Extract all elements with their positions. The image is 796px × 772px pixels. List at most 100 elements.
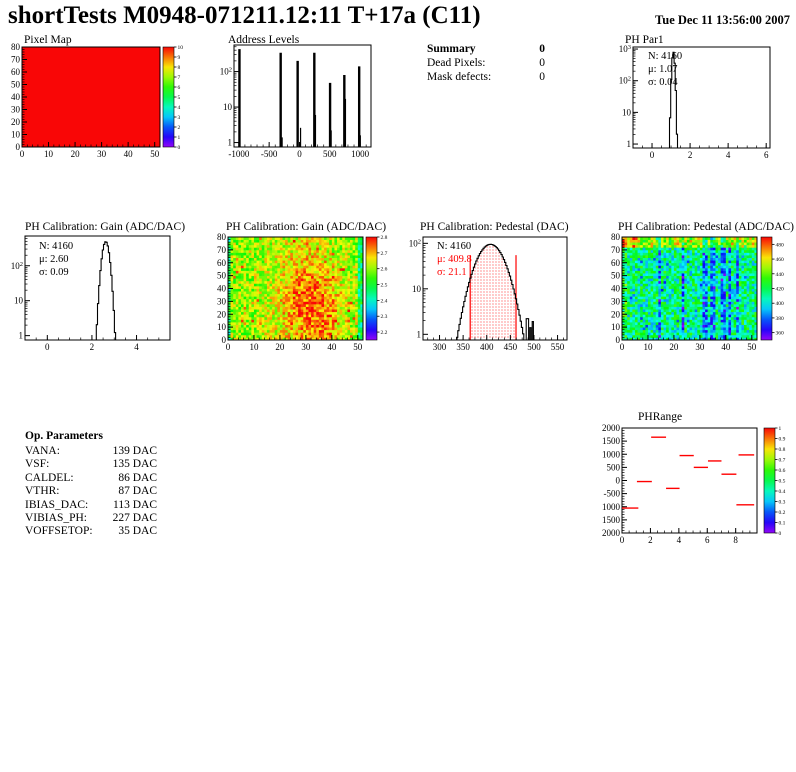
svg-text:1: 1 (178, 135, 181, 141)
svg-text:350: 350 (456, 342, 470, 352)
svg-text:20: 20 (217, 309, 227, 319)
page-title: shortTests M0948-071211.12:11 T+17a (C11… (8, 2, 481, 29)
svg-text:2000: 2000 (602, 423, 621, 433)
svg-text:4: 4 (134, 342, 139, 352)
op-param-value: 135 DAC (112, 458, 157, 471)
svg-text:2.7: 2.7 (381, 251, 388, 257)
op-param-value: 87 DAC (118, 485, 157, 498)
svg-text:40: 40 (721, 342, 731, 352)
op-parameter-rows: VANA: 139 DAC VSF: 135 DAC CALDEL: 86 DAC VTHR… (25, 445, 157, 539)
summary-rows: Dead Pixels: 0 Mask defects: 0 (427, 57, 545, 84)
op-parameters-title: Op. Parameters (25, 430, 103, 442)
op-param-value: 227 DAC (112, 512, 157, 525)
summary-row: Mask defects: 0 (427, 71, 545, 85)
op-param-label: VOFFSETOP: (25, 525, 93, 538)
pixel-map-chart: 0 10 20 30 40 50 0 10 20 30 40 50 60 70 80 0 1 2 3 4 5 6 7 8 9 10 (11, 42, 183, 159)
svg-text:60: 60 (11, 67, 21, 77)
svg-text:6: 6 (705, 535, 710, 545)
svg-text:70: 70 (11, 55, 21, 65)
ph-par1-chart: 0 2 4 6 1 10 102 103 (619, 44, 771, 160)
svg-text:2.5: 2.5 (381, 283, 388, 289)
svg-text:0: 0 (20, 149, 25, 159)
svg-text:4: 4 (726, 150, 731, 160)
svg-text:30: 30 (611, 296, 621, 306)
address-levels-title: Address Levels (228, 34, 300, 46)
svg-text:1500: 1500 (602, 436, 621, 446)
svg-text:0.1: 0.1 (779, 521, 786, 527)
svg-text:500: 500 (527, 342, 541, 352)
svg-text:20: 20 (71, 149, 81, 159)
svg-text:2: 2 (90, 342, 95, 352)
svg-text:2.2: 2.2 (381, 330, 388, 336)
svg-text:60: 60 (217, 258, 227, 268)
svg-text:20: 20 (275, 342, 285, 352)
svg-text:10: 10 (44, 149, 54, 159)
svg-text:440: 440 (776, 272, 785, 278)
svg-text:50: 50 (217, 271, 227, 281)
svg-text:360: 360 (776, 331, 785, 337)
svg-text:50: 50 (150, 149, 160, 159)
svg-text:1500: 1500 (602, 515, 621, 525)
svg-text:0.7: 0.7 (779, 458, 786, 464)
op-param-label: VANA: (25, 445, 60, 457)
svg-text:5: 5 (178, 95, 181, 101)
svg-text:102: 102 (409, 238, 421, 248)
svg-text:1000: 1000 (351, 149, 370, 159)
svg-text:500: 500 (323, 149, 337, 159)
summary-label: Dead Pixels: (427, 57, 486, 69)
ph-range-title: PHRange (638, 411, 683, 423)
pixel-map-title: Pixel Map (24, 34, 72, 46)
timestamp: Tue Dec 11 13:56:00 2007 (655, 13, 790, 27)
svg-text:-500: -500 (604, 489, 621, 499)
summary-value: 0 (539, 57, 545, 69)
svg-text:1000: 1000 (602, 449, 621, 459)
svg-text:10: 10 (643, 342, 653, 352)
svg-text:4: 4 (178, 105, 181, 111)
svg-text:20: 20 (611, 309, 621, 319)
op-param-row: VIBIAS_PH: 227 DAC (25, 512, 157, 525)
svg-text:0.4: 0.4 (779, 489, 786, 495)
svg-text:2: 2 (178, 125, 181, 131)
summary-header: Summary 0 (427, 43, 545, 55)
svg-text:60: 60 (611, 258, 621, 268)
summary-value: 0 (539, 70, 545, 83)
svg-text:300: 300 (433, 342, 447, 352)
op-param-row: VTHR: 87 DAC (25, 485, 157, 498)
op-param-row: CALDEL: 86 DAC (25, 472, 157, 485)
gain-hist-title: PH Calibration: Gain (ADC/DAC) (25, 221, 186, 233)
op-param-row: VANA: 139 DAC (25, 445, 157, 458)
svg-text:0.6: 0.6 (779, 468, 786, 474)
svg-text:20: 20 (669, 342, 679, 352)
svg-text:40: 40 (11, 92, 21, 102)
svg-text:450: 450 (504, 342, 518, 352)
svg-text:6: 6 (764, 150, 769, 160)
svg-text:10: 10 (217, 322, 227, 332)
op-param-label: VTHR: (25, 485, 60, 498)
svg-text:30: 30 (301, 342, 311, 352)
stat-mean: μ: 2.60 (39, 254, 69, 265)
svg-text:6: 6 (178, 85, 181, 91)
stat-sigma: σ: 21.1 (437, 267, 467, 278)
gain-map-chart: 0 10 20 30 40 50 0 10 20 30 40 50 60 70 80 2.2 2.3 2.4 2.5… (217, 232, 388, 352)
stat-entries: N: 4160 (437, 241, 472, 252)
stat-mean: μ: 1.07 (648, 64, 678, 75)
svg-text:40: 40 (124, 149, 134, 159)
op-param-label: IBIAS_DAC: (25, 498, 89, 511)
svg-text:50: 50 (747, 342, 757, 352)
svg-text:40: 40 (217, 284, 227, 294)
svg-text:2.4: 2.4 (381, 298, 388, 304)
svg-text:-500: -500 (261, 149, 278, 159)
stat-entries: N: 4160 (648, 51, 683, 62)
svg-text:0: 0 (45, 342, 50, 352)
svg-text:10: 10 (412, 284, 422, 294)
svg-text:10: 10 (14, 296, 24, 306)
svg-text:10: 10 (622, 107, 632, 117)
svg-text:0.8: 0.8 (779, 447, 786, 453)
svg-text:0: 0 (178, 145, 181, 151)
op-param-row: IBIAS_DAC: 113 DAC (25, 499, 157, 512)
svg-text:10: 10 (249, 342, 259, 352)
svg-text:0.3: 0.3 (779, 500, 786, 506)
summary-label: Mask defects: (427, 70, 492, 83)
